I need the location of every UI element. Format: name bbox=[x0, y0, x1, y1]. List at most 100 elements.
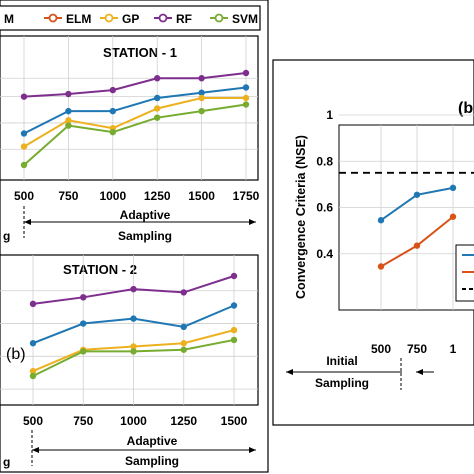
data-point-svm bbox=[109, 128, 117, 136]
x-tick-label: 500 bbox=[14, 189, 34, 203]
data-point-svm bbox=[80, 348, 87, 355]
legend: M ELM GP RF SVM bbox=[0, 5, 261, 31]
x-tick-label: 750 bbox=[407, 342, 427, 356]
data-point-rf bbox=[20, 93, 28, 100]
right-ylabel: Convergence Criteria (NSE) bbox=[294, 135, 308, 299]
station-1-chart: STATION - 1 500 750 1000 1250 1500 1750 g Ada… bbox=[0, 35, 260, 243]
legend-label-elm: ELM bbox=[66, 12, 91, 26]
legend-label-svm: SVM bbox=[232, 12, 258, 26]
station-2-title: STATION - 2 bbox=[63, 262, 137, 277]
data-point-gp bbox=[198, 94, 205, 102]
data-point bbox=[413, 242, 421, 249]
data-point-rf bbox=[180, 289, 187, 296]
legend-marker-gp bbox=[104, 13, 114, 23]
y-tick-label: 0.6 bbox=[316, 201, 333, 215]
x-tick-label: 1500 bbox=[221, 414, 248, 428]
data-point-rf bbox=[109, 86, 117, 94]
data-point-rf bbox=[242, 69, 250, 77]
x-tick-label: 750 bbox=[73, 414, 93, 428]
data-point-gp bbox=[20, 143, 28, 150]
right-xlabel-line-2: Sampling bbox=[315, 376, 369, 390]
series-line-gp bbox=[23, 96, 246, 148]
data-point-m bbox=[29, 340, 37, 347]
station-2-xlabel-line-1: Adaptive bbox=[127, 434, 178, 448]
data-point-gp bbox=[65, 117, 72, 124]
data-point-rf bbox=[198, 75, 205, 82]
data-point-gp bbox=[154, 105, 161, 112]
station-2-axes bbox=[0, 254, 259, 406]
right-panel-label: (b bbox=[458, 100, 473, 117]
data-point-svm bbox=[180, 346, 187, 353]
data-point bbox=[377, 217, 385, 224]
data-point-svm bbox=[230, 336, 238, 344]
station-2-left-label-fragment: g bbox=[3, 455, 10, 469]
y-tick-label: 1 bbox=[326, 108, 333, 122]
data-point-svm bbox=[242, 101, 250, 108]
x-tick-label: 1500 bbox=[188, 189, 215, 203]
data-point bbox=[413, 191, 421, 198]
data-point-rf bbox=[130, 285, 137, 293]
data-point-m bbox=[20, 130, 28, 137]
x-tick-label: 500 bbox=[23, 414, 43, 428]
x-tick-label: 750 bbox=[58, 189, 78, 203]
data-point-gp bbox=[242, 94, 250, 102]
data-point-gp bbox=[180, 340, 187, 347]
right-figure-frame bbox=[272, 59, 474, 426]
data-point-m bbox=[230, 302, 238, 309]
legend-label-rf: RF bbox=[176, 12, 192, 26]
right-sampling-arrow bbox=[286, 358, 434, 390]
data-point bbox=[449, 213, 457, 220]
data-point bbox=[449, 184, 457, 192]
series-line-svm bbox=[23, 103, 247, 166]
x-tick-label: 1 bbox=[450, 342, 457, 356]
right-legend-fragment bbox=[455, 244, 474, 302]
data-point-m bbox=[154, 94, 161, 102]
data-point-m bbox=[242, 84, 250, 91]
station-2-sampling-arrow bbox=[31, 430, 256, 466]
legend-label-gp: GP bbox=[122, 12, 139, 26]
legend-label-m: M bbox=[4, 12, 14, 26]
data-point-svm bbox=[198, 107, 205, 115]
x-tick-label: 1250 bbox=[144, 189, 171, 203]
data-point-m bbox=[80, 320, 87, 327]
data-point bbox=[377, 263, 385, 270]
y-tick-label: 0.8 bbox=[316, 154, 333, 168]
station-1-xlabel-line-2: Sampling bbox=[118, 229, 172, 243]
station-2-xlabel-line-2: Sampling bbox=[125, 454, 179, 468]
station-1-axes bbox=[0, 35, 259, 181]
station-1-xlabel-line-1: Adaptive bbox=[120, 208, 171, 222]
station-2-chart: STATION - 2 500 750 1000 1250 1500 (b) g Ada… bbox=[0, 254, 259, 469]
data-point-gp bbox=[130, 343, 137, 350]
data-point-svm bbox=[65, 122, 72, 129]
left-panel-label: (b) bbox=[6, 346, 26, 363]
station-1-sampling-arrow bbox=[23, 206, 256, 238]
x-tick-label: 1750 bbox=[233, 189, 260, 203]
x-tick-label: 500 bbox=[371, 342, 391, 356]
station-1-left-label-fragment: g bbox=[3, 229, 10, 243]
data-point-svm bbox=[154, 114, 161, 121]
x-tick-label: 1000 bbox=[120, 414, 147, 428]
left-figure-frame bbox=[0, 0, 269, 473]
data-point-rf bbox=[230, 272, 238, 280]
data-point-svm bbox=[130, 348, 137, 355]
series-line-m bbox=[23, 86, 247, 135]
series-line-rf bbox=[23, 72, 247, 98]
data-point-svm bbox=[29, 372, 37, 380]
station-1-title: STATION - 1 bbox=[103, 45, 177, 60]
legend-marker-rf bbox=[158, 13, 168, 23]
data-point-rf bbox=[65, 90, 72, 98]
right-xlabel-line-1: Initial bbox=[326, 354, 357, 368]
x-tick-label: 1250 bbox=[170, 414, 197, 428]
data-point-m bbox=[198, 89, 205, 96]
legend-marker-elm bbox=[48, 13, 58, 23]
data-point-m bbox=[65, 107, 72, 115]
data-point-rf bbox=[29, 300, 37, 308]
data-point-m bbox=[180, 323, 187, 331]
right-figure: (b 1 0.8 0.6 0.4 500 750 1 Convergence Criteri… bbox=[272, 59, 474, 426]
data-point-m bbox=[109, 107, 117, 115]
data-point-m bbox=[130, 315, 137, 322]
data-point-gp bbox=[230, 326, 238, 334]
x-tick-label: 1000 bbox=[99, 189, 126, 203]
data-point-svm bbox=[20, 161, 28, 169]
